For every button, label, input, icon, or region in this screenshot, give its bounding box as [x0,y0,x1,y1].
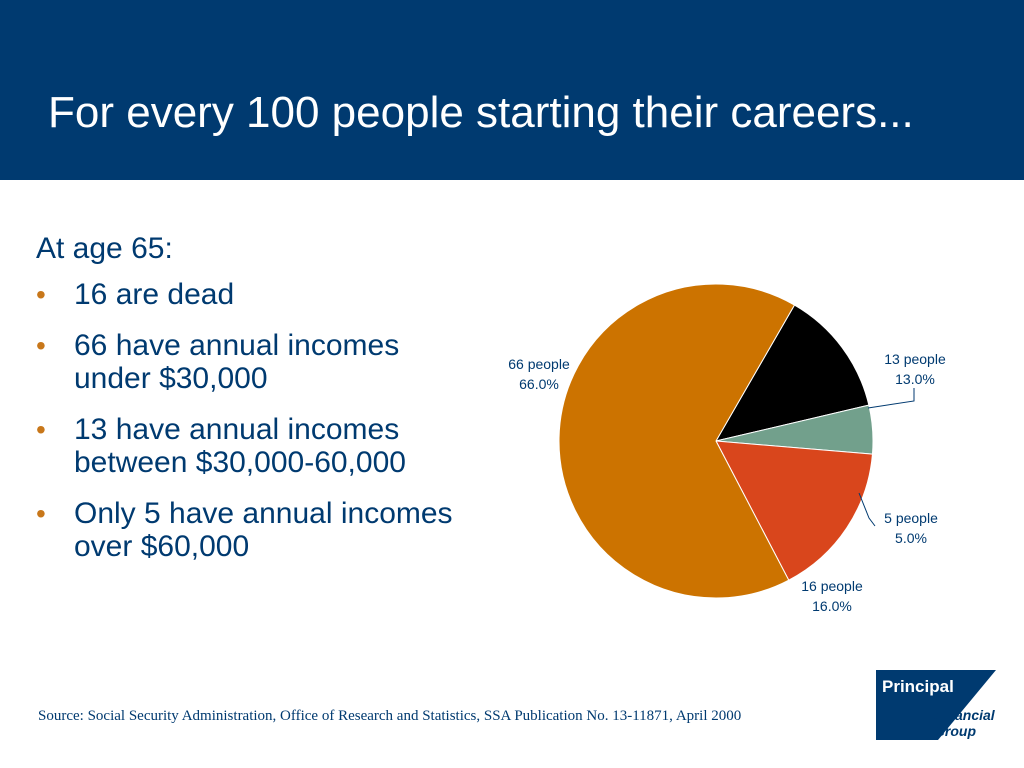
pie-slice [558,283,796,599]
title-banner: For every 100 people starting their care… [0,0,1024,180]
slice-percent-label: 16.0% [812,598,852,614]
slice-label: 16 people [801,578,863,594]
principal-logo: Principal Financial Group [876,670,996,740]
source-citation: Source: Social Security Administration, … [38,708,742,724]
bullet-dot-icon: • [36,498,46,529]
bullet-item: • 16 are dead [36,278,456,311]
pie-slice [714,304,870,442]
bullet-list: • 16 are dead • 66 have annual incomes u… [36,278,456,563]
slice-label: 5 people [884,510,938,526]
intro-text: At age 65: [36,232,173,265]
bullet-text: 66 have annual incomes under $30,000 [74,329,400,395]
bullet-dot-icon: • [36,279,46,310]
bullet-text: 16 are dead [74,278,235,311]
slice-percent-label: 13.0% [895,371,935,387]
slice-label: 66 people [508,356,570,372]
pie-chart: 13 people 13.0% 5 people 5.0% 16 people 16.0%… [508,283,946,614]
logo-text-1: Principal [882,677,954,696]
bullet-item: • 13 have annual incomes between $30,000… [36,413,456,479]
bullet-item: • 66 have annual incomes under $30,000 [36,329,456,395]
logo-text-3: Group [934,723,976,739]
bullet-text: Only 5 have annual incomes over $60,000 [74,497,453,563]
slice-label: 13 people [884,351,946,367]
page-title: For every 100 people starting their care… [48,88,914,137]
bullet-text: 13 have annual incomes between $30,000-6… [74,413,406,479]
slice-percent-label: 66.0% [519,376,559,392]
logo-text-2: Financial [934,707,996,723]
slice-percent-label: 5.0% [895,530,927,546]
bullet-item: • Only 5 have annual incomes over $60,00… [36,497,456,563]
leader-line [867,388,915,409]
bullet-content: At age 65: • 16 are dead • 66 have annua… [36,232,456,581]
logo-shape [876,670,996,740]
bullet-dot-icon: • [36,330,46,361]
pie-slice [715,440,873,581]
bullet-dot-icon: • [36,414,46,445]
leader-line [858,492,876,527]
